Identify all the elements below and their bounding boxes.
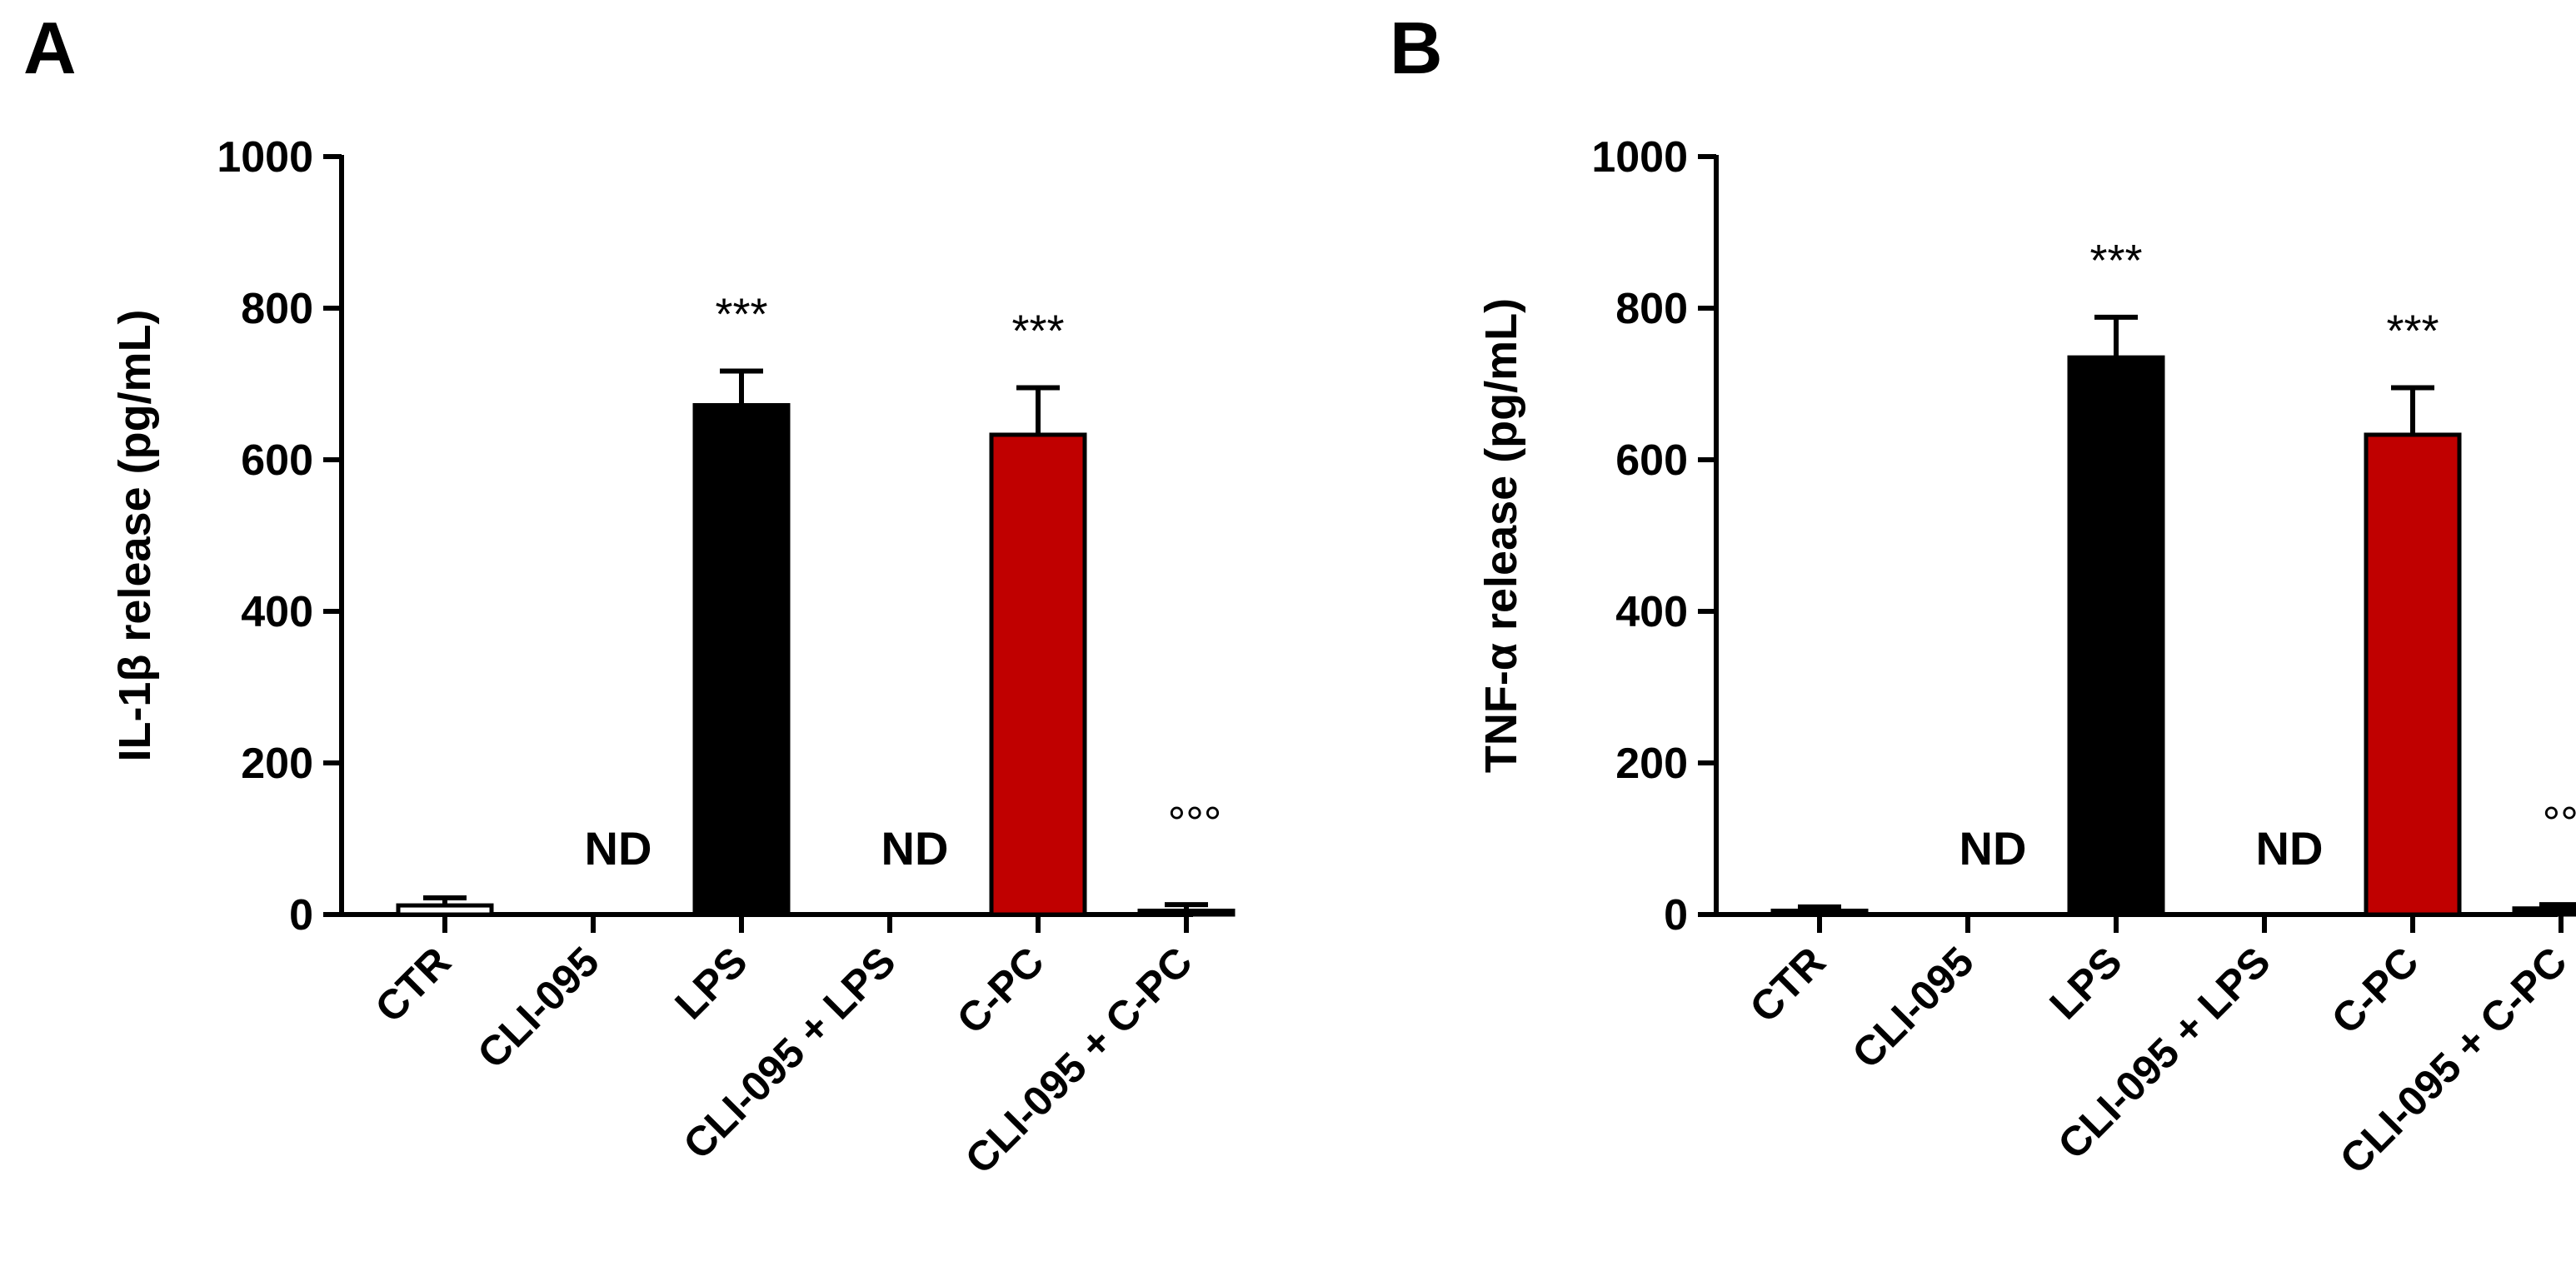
panel-letter: B [1390, 7, 1443, 89]
bar-label: ND [585, 822, 652, 875]
chart-panel-b: B 0 200 400 600 800 1000 TNF-α release (pg/mL) C… [1390, 7, 2576, 1183]
bar [396, 903, 494, 917]
y-tick-label: 200 [1615, 740, 1688, 788]
y-tick-label: 800 [1615, 285, 1688, 333]
significance-marker: °°° [2543, 798, 2576, 848]
bar-label: ND [881, 822, 949, 875]
significance-marker: *** [715, 290, 767, 340]
bar [2067, 355, 2165, 917]
y-tick-label: 1000 [1591, 133, 1688, 182]
bar [989, 432, 1087, 917]
bar [692, 402, 791, 917]
y-tick-label: 600 [241, 436, 313, 485]
bar [1137, 908, 1236, 917]
y-tick-label: 400 [241, 588, 313, 636]
chart-panel-a: A 0 200 400 600 800 1000 IL-1β release (pg/mL) C… [23, 7, 1236, 1183]
y-tick-label: 0 [289, 891, 313, 940]
category-label: LPS [666, 938, 756, 1028]
bar [2364, 432, 2462, 917]
bar [2512, 906, 2576, 917]
category-label: C-PC [948, 938, 1053, 1043]
bar [1770, 908, 1869, 917]
category-label: CLI-095 [468, 938, 607, 1077]
category-label: CTR [367, 938, 460, 1031]
y-axis-title: IL-1β release (pg/mL) [110, 309, 160, 761]
bar-label: ND [1959, 822, 2027, 875]
y-tick-label: 400 [1615, 588, 1688, 636]
y-tick-label: 800 [241, 285, 313, 333]
y-tick-label: 200 [241, 740, 313, 788]
panel-letter: A [23, 7, 77, 89]
y-axis-title: TNF-α release (pg/mL) [1476, 298, 1526, 773]
y-tick-label: 1000 [217, 133, 313, 182]
category-label: C-PC [2323, 938, 2428, 1043]
category-label: CTR [1741, 938, 1835, 1031]
significance-marker: *** [2386, 307, 2439, 356]
y-tick-label: 0 [1664, 891, 1688, 940]
y-tick-label: 600 [1615, 436, 1688, 485]
significance-marker: *** [2089, 236, 2142, 286]
significance-marker: *** [1011, 307, 1064, 356]
category-label: CLI-095 [1843, 938, 1982, 1077]
bar-label: ND [2256, 822, 2324, 875]
significance-marker: °°° [1168, 798, 1222, 848]
category-label: LPS [2040, 938, 2130, 1028]
